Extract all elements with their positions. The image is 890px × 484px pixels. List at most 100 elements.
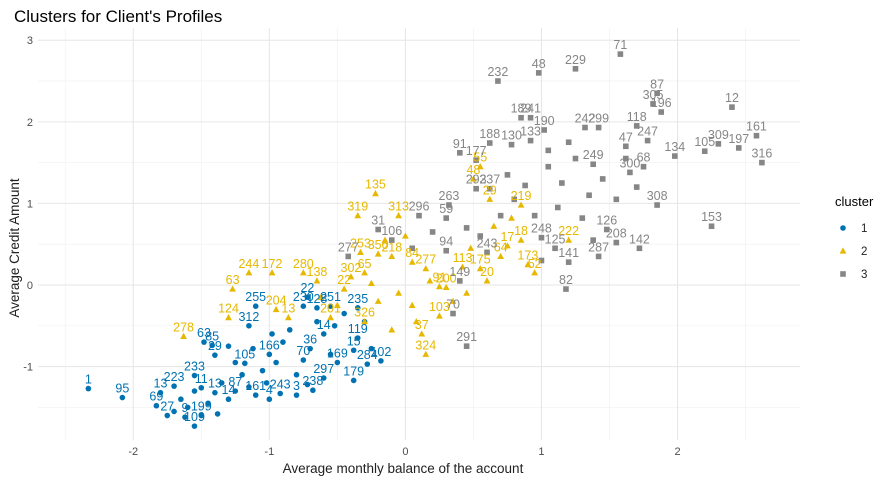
point-label: 299 [588, 112, 609, 126]
data-point-cluster-3 [463, 343, 470, 349]
data-point-cluster-3 [527, 114, 534, 121]
data-point-cluster-1 [198, 412, 205, 419]
point-label: 14 [222, 383, 236, 397]
data-point-cluster-2 [347, 273, 355, 280]
data-point-cluster-3 [545, 163, 552, 170]
data-point-cluster-1 [214, 411, 221, 417]
x-tick-label: -2 [128, 446, 138, 458]
point-label: 308 [647, 189, 668, 203]
data-point-cluster-3 [484, 249, 490, 256]
point-label: 326 [354, 306, 375, 320]
point-label: 229 [565, 53, 586, 67]
point-label: 242 [575, 112, 596, 126]
data-point-cluster-1 [327, 351, 334, 358]
legend-key-circle-icon [840, 225, 846, 231]
legend-items: 1 2 3 [839, 223, 867, 281]
data-point-cluster-3 [590, 161, 596, 168]
data-point-cluster-3 [554, 204, 561, 211]
point-label: 12 [725, 91, 739, 105]
data-point-cluster-2 [180, 332, 187, 339]
data-point-cluster-1 [252, 392, 259, 398]
point-label: 59 [439, 202, 453, 216]
point-label: 105 [234, 347, 255, 361]
x-tick-label: 2 [674, 446, 680, 458]
point-label: 204 [266, 293, 287, 307]
y-tick-label: 0 [27, 280, 33, 292]
point-label: 305 [643, 88, 664, 102]
point-label: 251 [320, 290, 341, 304]
data-point-cluster-2 [497, 252, 505, 260]
data-point-cluster-2 [476, 265, 484, 272]
data-point-cluster-3 [572, 155, 579, 162]
point-label: 166 [259, 338, 280, 352]
point-label: 142 [629, 232, 650, 246]
data-point-cluster-3 [623, 143, 629, 150]
data-point-cluster-1 [378, 358, 384, 364]
point-label: 235 [347, 292, 368, 306]
data-point-cluster-3 [538, 234, 545, 241]
legend-item-3: 3 [840, 269, 867, 281]
point-label: 278 [173, 320, 194, 334]
data-point-cluster-3 [613, 239, 620, 246]
data-point-cluster-2 [483, 277, 491, 284]
data-point-cluster-3 [497, 212, 504, 219]
data-point-cluster-3 [457, 150, 463, 156]
point-label: 313 [388, 200, 409, 214]
data-point-cluster-1 [119, 394, 126, 401]
data-point-cluster-2 [361, 318, 368, 325]
legend-label: 2 [861, 246, 867, 258]
data-point-cluster-1 [218, 380, 225, 386]
point-label: 138 [307, 265, 328, 279]
point-label: 119 [348, 322, 368, 336]
data-point-cluster-2 [422, 350, 430, 357]
data-point-cluster-1 [225, 396, 232, 403]
data-point-cluster-1 [239, 371, 245, 378]
data-point-cluster-1 [198, 384, 205, 391]
point-label: 15 [347, 334, 361, 348]
data-point-cluster-1 [368, 345, 375, 352]
point-label: 52 [528, 257, 542, 271]
point-label: 177 [466, 144, 487, 158]
data-point-cluster-1 [280, 339, 286, 345]
point-label: 70 [296, 344, 310, 358]
data-point-cluster-3 [559, 180, 565, 186]
point-label: 280 [293, 257, 314, 271]
point-label: 316 [751, 147, 772, 161]
point-label: 27 [160, 400, 174, 414]
point-label: 82 [559, 273, 573, 287]
data-point-cluster-2 [508, 214, 515, 221]
data-point-cluster-1 [246, 384, 252, 390]
data-point-cluster-1 [191, 372, 198, 379]
data-point-cluster-2 [504, 242, 511, 249]
point-label: 71 [613, 38, 627, 52]
data-point-cluster-2 [225, 314, 232, 321]
data-point-cluster-1 [157, 389, 164, 396]
data-point-cluster-2 [412, 318, 420, 325]
point-label: 85 [205, 329, 219, 343]
y-tick-label: -1 [23, 362, 33, 374]
data-point-cluster-3 [658, 109, 665, 115]
data-point-cluster-3 [473, 157, 479, 163]
point-label: 149 [449, 265, 470, 279]
point-label: 309 [708, 128, 729, 142]
data-point-cluster-3 [518, 114, 524, 121]
point-label: 253 [350, 236, 371, 250]
data-points [85, 51, 765, 429]
data-point-cluster-2 [284, 314, 292, 321]
point-label: 13 [154, 377, 168, 391]
point-label: 126 [596, 214, 617, 228]
point-label: 188 [479, 127, 500, 141]
point-label: 201 [320, 302, 341, 316]
data-point-cluster-1 [209, 342, 215, 349]
data-point-cluster-1 [242, 360, 248, 367]
data-point-cluster-3 [473, 185, 479, 192]
point-label: 237 [479, 173, 500, 187]
point-label: 302 [341, 261, 362, 275]
data-point-cluster-3 [613, 196, 620, 203]
point-label: 91 [432, 271, 446, 285]
data-point-cluster-1 [350, 347, 357, 354]
point-label: 197 [728, 132, 749, 146]
data-point-cluster-3 [579, 215, 586, 221]
